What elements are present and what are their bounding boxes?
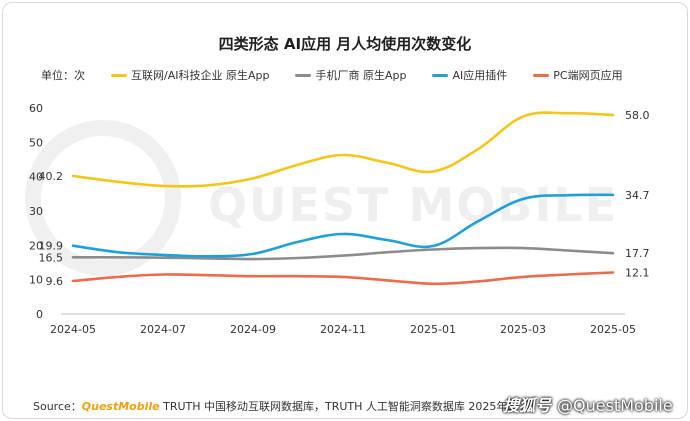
data-label-start: 9.6 xyxy=(46,275,64,288)
x-tick-label: 2024-11 xyxy=(320,323,366,336)
series-lines xyxy=(71,111,615,286)
series-line xyxy=(71,271,615,286)
source-text: TRUTH 中国移动互联网数据库，TRUTH 人工智能洞察数据库 2025年5 xyxy=(159,400,515,413)
x-tick-label: 2024-09 xyxy=(230,323,276,336)
data-label-end: 58.0 xyxy=(625,109,650,122)
source-prefix: Source： xyxy=(33,400,82,413)
source-note: Source：QuestMobile TRUTH 中国移动互联网数据库，TRUT… xyxy=(33,398,514,414)
y-tick-label: 20 xyxy=(29,239,43,252)
legend-swatch xyxy=(533,73,550,77)
x-tick-label: 2025-01 xyxy=(410,323,456,336)
legend-label: 互联网/AI科技企业 原生App xyxy=(131,69,270,82)
x-tick-label: 2024-07 xyxy=(140,323,186,336)
watermark-ring xyxy=(25,120,181,276)
legend-item: AI应用插件 xyxy=(432,67,507,83)
badge-text: @QuestMobile xyxy=(557,396,673,415)
chart-title: 四类形态 AI应用 月人均使用次数变化 xyxy=(218,35,472,53)
legend-item: 互联网/AI科技企业 原生App xyxy=(111,67,269,83)
legend-label: PC端网页应用 xyxy=(553,69,623,82)
y-tick-label: 30 xyxy=(29,205,43,218)
legend-item: 手机厂商 原生App xyxy=(295,67,406,83)
legend-swatch xyxy=(432,73,449,77)
data-label-end: 34.7 xyxy=(625,189,650,202)
series-line xyxy=(71,193,615,258)
y-tick-label: 50 xyxy=(29,136,43,149)
y-tick-label: 0 xyxy=(36,308,43,321)
y-tick-label: 40 xyxy=(29,171,43,184)
sohu-logo-icon: 搜狐号 xyxy=(503,396,552,415)
legend-swatch xyxy=(295,73,312,77)
legend-swatch xyxy=(111,73,127,77)
watermark: QUEST MOBILE xyxy=(25,120,618,276)
axes: 0 10 20 30 40 50 60 2024-05 2024-07 2024-09 2024-1… xyxy=(29,102,636,336)
line-chart: QUEST MOBILE 0 10 20 30 40 50 60 2024-05 2024-07… xyxy=(25,102,650,336)
data-label-start: 16.5 xyxy=(39,251,64,264)
x-tick-label: 2025-05 xyxy=(590,323,636,336)
unit-label: 单位：次 xyxy=(41,69,85,82)
data-labels: 40.2 58.0 16.5 17.7 19.9 34.7 9.6 12.1 xyxy=(39,109,650,288)
series-line xyxy=(71,246,615,261)
y-tick-label: 60 xyxy=(29,102,43,115)
data-label-end: 17.7 xyxy=(625,247,650,260)
x-tick-label: 2024-05 xyxy=(50,323,96,336)
watermark-badge: 搜狐号 @QuestMobile xyxy=(503,392,673,416)
y-tick-label: 10 xyxy=(29,274,43,287)
legend: 互联网/AI科技企业 原生App 手机厂商 原生App AI应用插件 PC端网页… xyxy=(111,67,649,83)
data-label-start: 40.2 xyxy=(39,170,64,183)
legend-label: AI应用插件 xyxy=(452,69,508,82)
data-label-start: 19.9 xyxy=(39,240,64,253)
source-brand: QuestMobile xyxy=(81,400,160,413)
legend-item: PC端网页应用 xyxy=(533,67,623,83)
x-tick-label: 2025-03 xyxy=(500,323,546,336)
legend-label: 手机厂商 原生App xyxy=(315,69,407,82)
series-line xyxy=(71,111,615,188)
watermark-text: QUEST MOBILE xyxy=(208,178,618,232)
data-label-end: 12.1 xyxy=(625,266,650,279)
